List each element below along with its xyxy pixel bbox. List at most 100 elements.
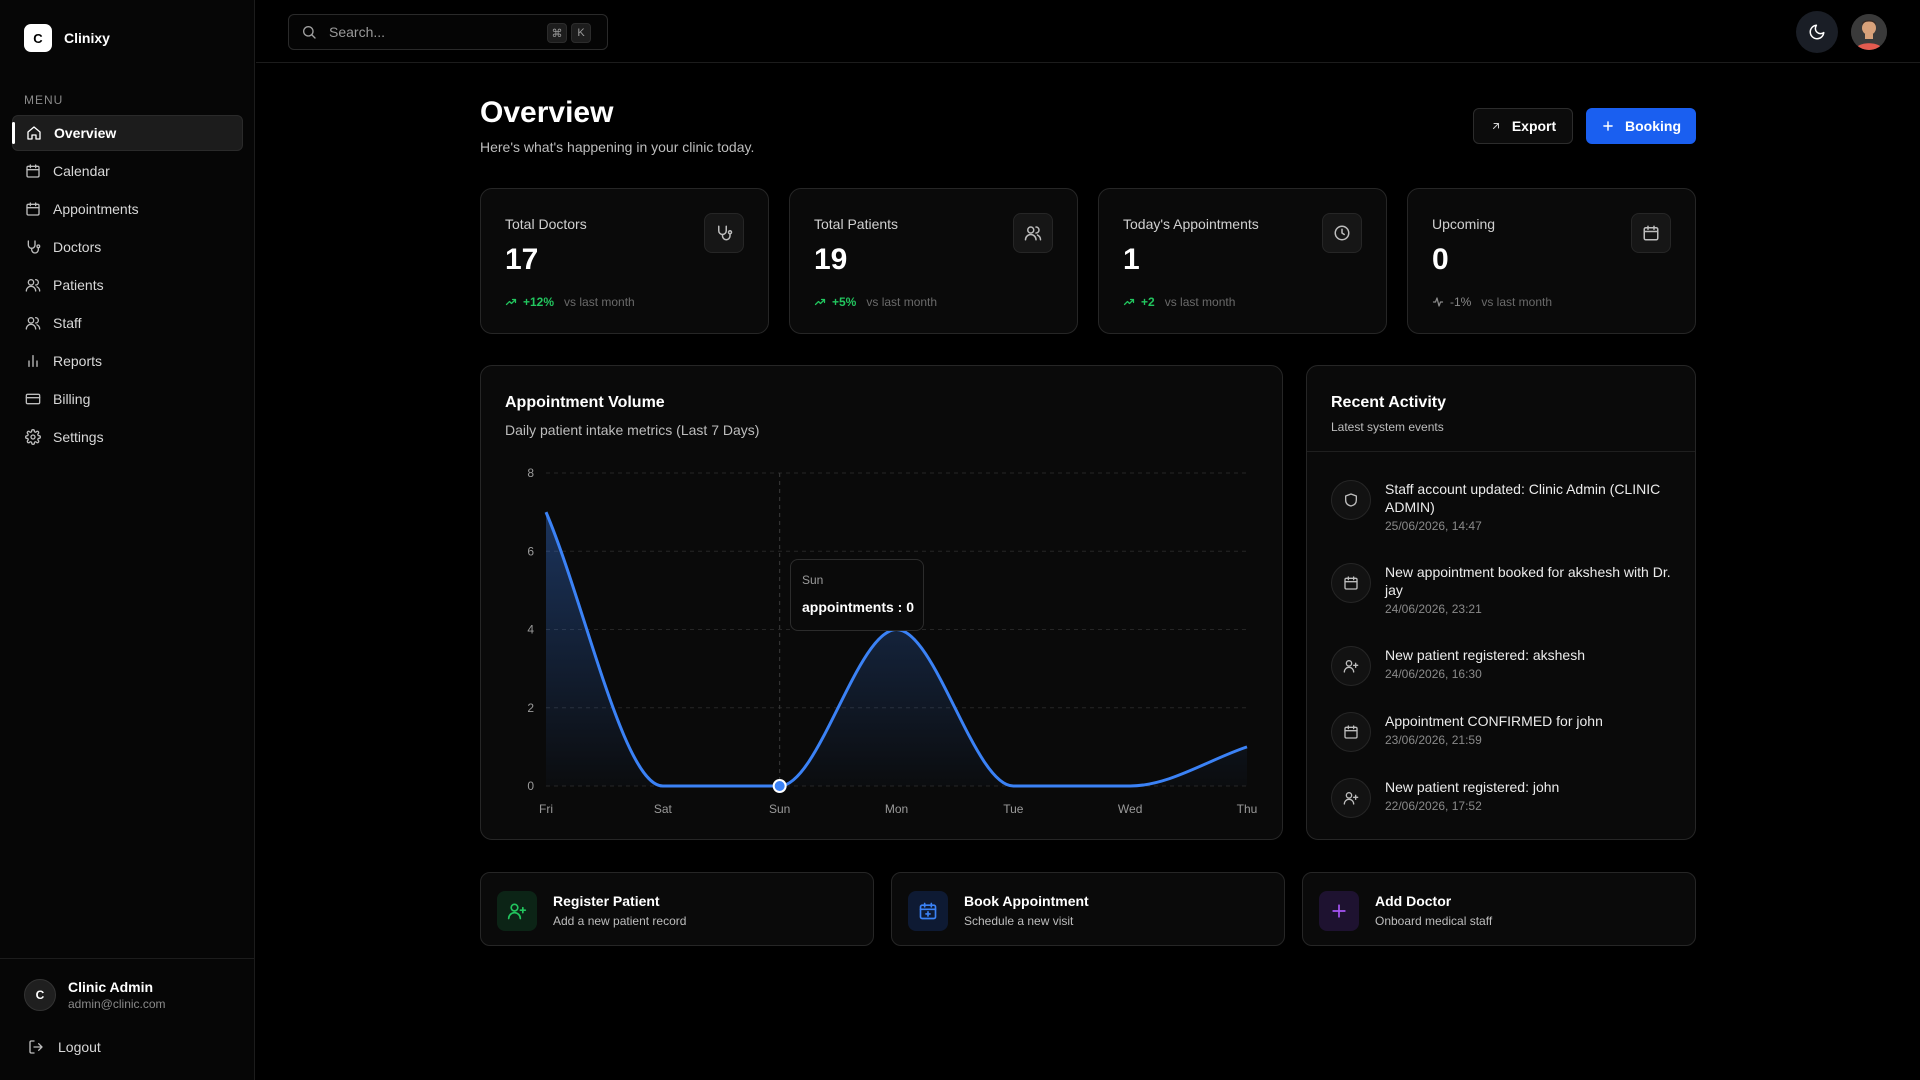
stat-title: Upcoming — [1432, 216, 1496, 232]
x-tick-label: Fri — [539, 802, 553, 816]
stat-card-upcoming[interactable]: Upcoming 0 -1% vs last month — [1407, 188, 1696, 334]
stat-value: 0 — [1432, 243, 1449, 276]
credit-card-icon — [25, 393, 41, 405]
calendar-icon — [26, 164, 40, 178]
stat-trend: +2 vs last month — [1123, 295, 1235, 309]
sidebar-item-label: Calendar — [53, 163, 110, 179]
activity-item[interactable]: New patient registered: akshesh 24/06/20… — [1331, 646, 1676, 712]
users-icon — [1024, 226, 1042, 241]
user-avatar[interactable] — [1851, 14, 1887, 50]
stat-title: Today's Appointments — [1123, 216, 1259, 232]
search-icon — [303, 26, 316, 39]
stat-card-total-doctors[interactable]: Total Doctors 17 +12% vs last month — [480, 188, 769, 334]
stat-icon-box — [1322, 213, 1362, 253]
booking-button[interactable]: Booking — [1586, 108, 1696, 144]
x-tick-label: Wed — [1118, 802, 1142, 816]
sidebar-item-appointments[interactable]: Appointments — [12, 191, 243, 227]
book-appointment-action[interactable]: Book Appointment Schedule a new visit — [891, 872, 1285, 946]
user-plus-icon — [1343, 792, 1359, 805]
action-icon-box — [908, 891, 948, 931]
activity-time: 24/06/2026, 16:30 — [1385, 667, 1482, 681]
calendar-plus-icon — [919, 902, 937, 920]
x-tick-label: Sun — [769, 802, 790, 816]
chart-tooltip: Sun appointments : 0 — [790, 559, 924, 631]
moon-icon — [1809, 24, 1825, 40]
activity-item[interactable]: Appointment CONFIRMED for john 23/06/202… — [1331, 712, 1676, 778]
activity-icon-box — [1331, 563, 1371, 603]
activity-time: 24/06/2026, 23:21 — [1385, 602, 1482, 616]
sidebar-item-calendar[interactable]: Calendar — [12, 153, 243, 189]
sidebar-item-settings[interactable]: Settings — [12, 419, 243, 455]
action-title: Register Patient — [553, 893, 660, 909]
stat-card-todays-appointments[interactable]: Today's Appointments 1 +2 vs last month — [1098, 188, 1387, 334]
calendar-icon — [1344, 576, 1358, 590]
sidebar-item-label: Settings — [53, 429, 104, 445]
x-tick-label: Thu — [1237, 802, 1258, 816]
search-box[interactable]: ⌘ K — [288, 14, 608, 50]
activity-item[interactable]: Staff account updated: Clinic Admin (CLI… — [1331, 480, 1676, 563]
x-tick-label: Sat — [654, 802, 673, 816]
stethoscope-icon — [718, 225, 733, 241]
sidebar-item-patients[interactable]: Patients — [12, 267, 243, 303]
activity-item[interactable]: New appointment booked for akshesh with … — [1331, 563, 1676, 646]
y-tick-label: 2 — [527, 701, 534, 715]
series-line — [544, 511, 1248, 788]
avatar-illustration — [1851, 14, 1887, 50]
export-button[interactable]: Export — [1473, 108, 1573, 144]
stat-trend: +5% vs last month — [814, 295, 937, 309]
stat-icon-box — [1013, 213, 1053, 253]
trend-value: +5% — [832, 295, 857, 309]
activity-text: Staff account updated: Clinic Admin (CLI… — [1385, 481, 1661, 515]
activity-text: New patient registered: john — [1385, 779, 1560, 795]
appointment-volume-card: Appointment Volume Daily patient intake … — [480, 365, 1283, 840]
add-doctor-action[interactable]: Add Doctor Onboard medical staff — [1302, 872, 1696, 946]
activity-title: Recent Activity — [1331, 394, 1446, 411]
y-tick-label: 8 — [527, 466, 534, 480]
calendar-icon — [1643, 225, 1659, 241]
activity-icon-box — [1331, 778, 1371, 818]
sidebar-item-label: Patients — [53, 277, 104, 293]
trend-value: +12% — [523, 295, 555, 309]
stat-value: 17 — [505, 243, 539, 276]
activity-icon-box — [1331, 480, 1371, 520]
activity-item[interactable]: New patient registered: john 22/06/2026,… — [1331, 778, 1676, 844]
page-subtitle: Here's what's happening in your clinic t… — [480, 139, 755, 155]
theme-toggle-button[interactable] — [1796, 11, 1838, 53]
stat-card-total-patients[interactable]: Total Patients 19 +5% vs last month — [789, 188, 1078, 334]
trend-note: vs last month — [1481, 295, 1553, 309]
trend-note: vs last month — [866, 295, 938, 309]
sidebar-item-overview[interactable]: Overview — [12, 115, 243, 151]
action-icon-box — [497, 891, 537, 931]
user-plus-icon — [1343, 660, 1359, 673]
sidebar-item-staff[interactable]: Staff — [12, 305, 243, 341]
clock-icon — [1334, 225, 1350, 241]
appointment-volume-chart[interactable]: 0 2 4 6 8 Fri Sat Sun Mon Tue Wed Thu — [481, 366, 1284, 841]
action-title: Add Doctor — [1375, 893, 1452, 909]
sidebar-item-billing[interactable]: Billing — [12, 381, 243, 417]
shortcut-key-cmd: ⌘ — [547, 23, 567, 43]
logout-icon — [29, 1040, 43, 1054]
action-icon-box — [1319, 891, 1359, 931]
activity-time: 22/06/2026, 17:52 — [1385, 799, 1482, 813]
trend-value: -1% — [1450, 295, 1472, 309]
stat-value: 1 — [1123, 243, 1140, 276]
logout-button[interactable]: Logout — [28, 1039, 101, 1055]
user-profile[interactable]: C Clinic Admin admin@clinic.com — [24, 979, 166, 1011]
stat-trend: +12% vs last month — [505, 295, 635, 309]
booking-label: Booking — [1625, 118, 1681, 134]
home-icon — [27, 126, 41, 140]
stat-title: Total Patients — [814, 216, 899, 232]
sidebar-item-doctors[interactable]: Doctors — [12, 229, 243, 265]
sidebar: C Clinixy MENU Overview Calendar Appoint… — [0, 0, 255, 1080]
shortcut-key-k: K — [571, 23, 591, 43]
brand[interactable]: C Clinixy — [24, 24, 110, 52]
tooltip-label: Sun — [802, 573, 824, 587]
users-icon — [25, 317, 41, 330]
search-input[interactable] — [329, 24, 529, 40]
trend-value: +2 — [1141, 295, 1155, 309]
trending-up-icon — [814, 298, 826, 306]
activity-text: New patient registered: akshesh — [1385, 647, 1585, 663]
stat-icon-box — [704, 213, 744, 253]
sidebar-item-reports[interactable]: Reports — [12, 343, 243, 379]
register-patient-action[interactable]: Register Patient Add a new patient recor… — [480, 872, 874, 946]
